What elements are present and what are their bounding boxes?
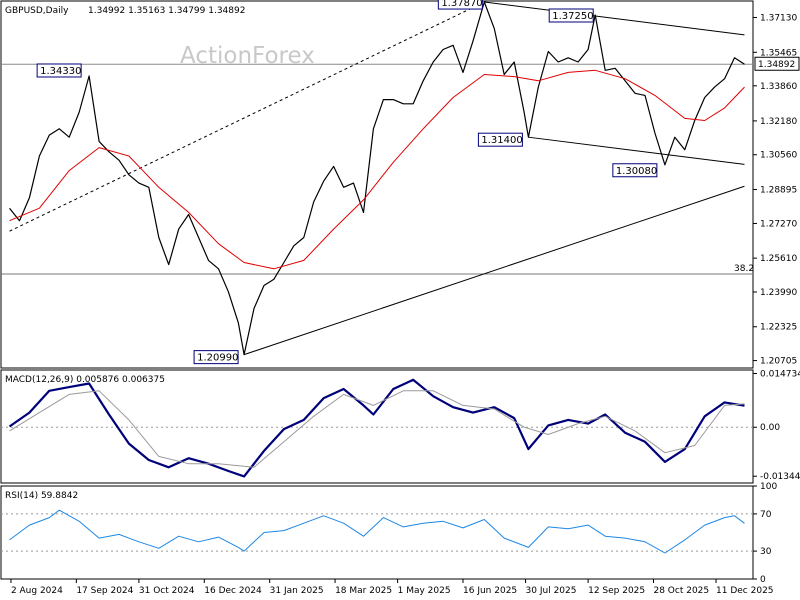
x-tick-label: 31 Jan 2025 — [270, 586, 324, 596]
y-tick-label: 1.20705 — [760, 357, 797, 367]
annotation-box — [548, 8, 594, 23]
annotation-box — [36, 63, 82, 78]
price-annotations: 1.37870 1.37250 1.34330 1.31400 1.30080 1.209… — [36, 0, 658, 365]
y-tick-label: 100 — [760, 482, 777, 492]
trendline-solid — [243, 185, 745, 356]
macd-title: MACD(12,26,9) 0.005876 0.006375 — [5, 375, 165, 385]
x-tick-label: 30 Jul 2025 — [526, 586, 577, 596]
price-series — [9, 1, 745, 356]
price-pane: ActionForex GBPUSD,Daily 1.34992 1.35163… — [0, 0, 754, 369]
y-tick-label: 1.30560 — [760, 151, 797, 161]
y-tick-label: 1.37130 — [760, 14, 797, 24]
annotation-label: 1.31400 — [481, 135, 522, 146]
y-tick-label: -0.013442 — [760, 472, 800, 482]
annotation-label: 1.34330 — [40, 66, 81, 77]
trendlines — [9, 1, 745, 356]
series-line-moving-average — [9, 69, 745, 270]
price-y-axis: 1.37130 1.35465 1.33860 1.32180 1.30560 1.288… — [753, 14, 800, 367]
x-tick-label: 2 Aug 2024 — [11, 586, 63, 596]
annotation-box — [477, 132, 523, 147]
x-tick-label: 18 Mar 2025 — [335, 586, 392, 596]
x-tick-label: 12 Sep 2025 — [588, 586, 645, 596]
y-tick-label: 1.23990 — [760, 288, 797, 298]
x-tick-label: 1 May 2025 — [398, 586, 451, 596]
annotation-box — [437, 0, 483, 10]
x-tick-label: 16 Jun 2025 — [463, 586, 517, 596]
annotation-label: 1.37250 — [552, 11, 593, 22]
x-tick-label: 28 Oct 2025 — [653, 586, 709, 596]
y-tick-label: 1.35465 — [760, 48, 797, 58]
y-tick-label: 1.22325 — [760, 323, 797, 333]
main-reference-lines: 38.2 — [1, 63, 754, 275]
chart-title: GBPUSD,Daily — [5, 6, 69, 16]
y-tick-label: 1.27270 — [760, 219, 797, 229]
macd-series — [8, 378, 745, 478]
x-tick-label: 31 Oct 2024 — [139, 586, 195, 596]
macd-y-axis: 0.014734 0.00 -0.013442 — [753, 370, 800, 482]
annotation-box — [193, 350, 239, 365]
y-tick-label: 1.33860 — [760, 82, 797, 92]
y-tick-label: 0.00 — [760, 423, 780, 433]
macd-pane: MACD(12,26,9) 0.005876 0.006375 — [0, 369, 754, 484]
annotation-label: 1.30080 — [616, 166, 657, 177]
watermark: ActionForex — [180, 43, 315, 69]
x-tick-label: 17 Sep 2024 — [76, 586, 133, 596]
y-tick-label: 30 — [760, 547, 772, 557]
fib-level-label: 38.2 — [734, 264, 754, 274]
trendline-solid — [484, 1, 745, 36]
current-price-tag — [754, 56, 800, 71]
y-tick-label: 1.32180 — [760, 117, 797, 127]
trendline-dashed — [9, 1, 485, 232]
annotation-box — [612, 163, 658, 178]
rsi-series — [9, 509, 745, 554]
x-tick-label: 16 Dec 2024 — [204, 586, 262, 596]
rsi-pane: RSI(14) 59.8842 — [0, 485, 754, 580]
x-tick-label: 11 Dec 2025 — [716, 586, 774, 596]
rsi-reference-lines — [1, 513, 753, 552]
y-tick-label: 0 — [760, 575, 766, 585]
series-line-signal — [9, 390, 745, 468]
y-tick-label: 1.25610 — [760, 254, 797, 264]
trendline-solid — [528, 136, 745, 165]
rsi-title: RSI(14) 59.8842 — [5, 491, 78, 501]
annotation-label: 1.37870 — [441, 0, 482, 9]
annotation-label: 1.20990 — [197, 353, 238, 364]
rsi-y-axis: 100 70 30 0 — [753, 482, 777, 585]
y-tick-label: 1.28895 — [760, 186, 797, 196]
date-x-axis: 2 Aug 2024 17 Sep 2024 31 Oct 2024 16 Dec 2… — [10, 579, 774, 596]
series-line-macd — [8, 378, 745, 478]
y-tick-label: 0.014734 — [760, 370, 800, 380]
ohlc-values: 1.34992 1.35163 1.34799 1.34892 — [88, 6, 245, 16]
current-price-label: 1.34892 — [758, 60, 795, 70]
y-tick-label: 70 — [760, 510, 772, 520]
series-line-rsi — [9, 509, 745, 554]
series-line-price — [9, 1, 745, 356]
